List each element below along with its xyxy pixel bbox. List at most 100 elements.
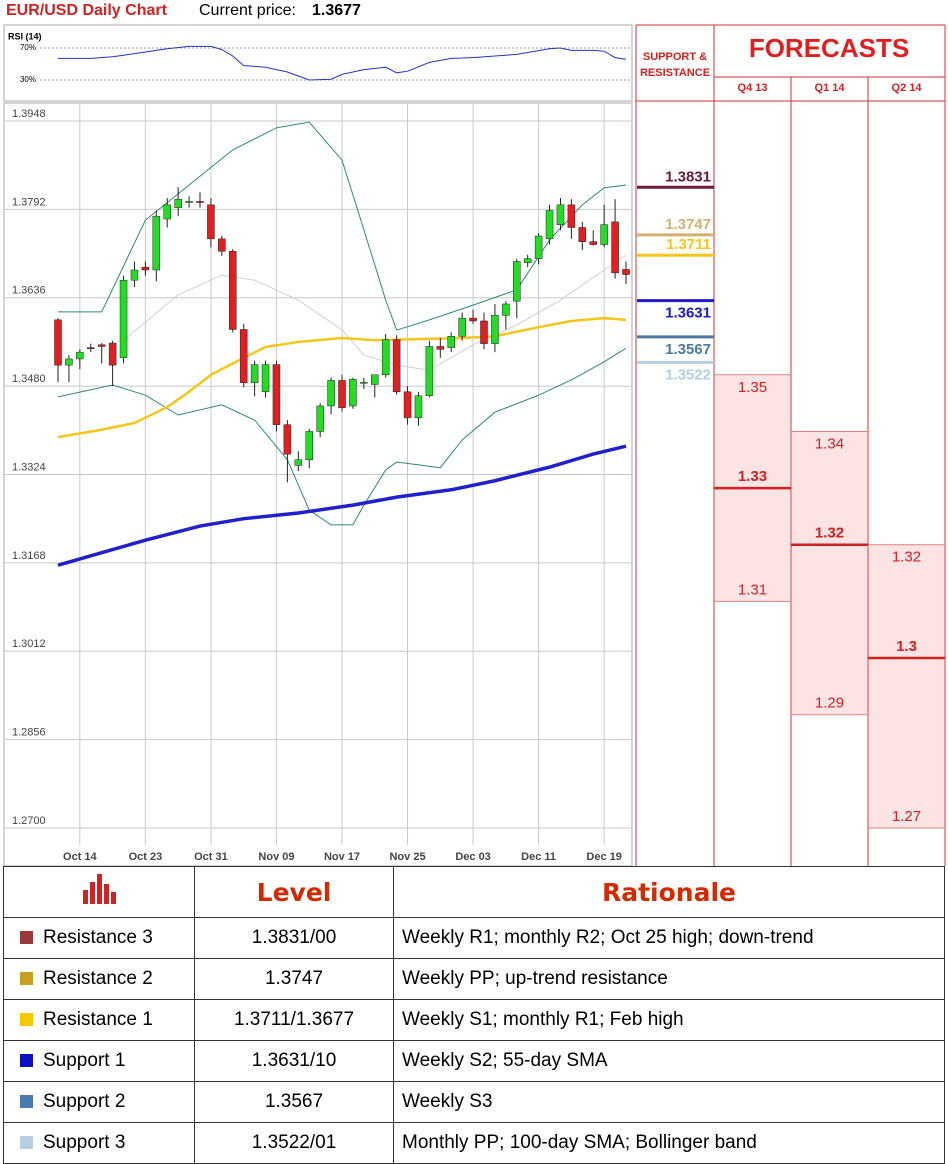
candle-body: [349, 379, 357, 407]
level-label: 1.3631: [665, 305, 711, 322]
y-tick-label: 1.2700: [12, 815, 46, 827]
level-cell: 1.3711/1.3677: [194, 999, 394, 1041]
level-label: 1.3831: [665, 168, 711, 185]
candle-body: [305, 431, 313, 461]
rationale-cell: Weekly R1; monthly R2; Oct 25 high; down…: [393, 917, 945, 959]
candle-body: [163, 204, 171, 220]
indicator-line: [57, 316, 627, 439]
x-tick-label: Dec 11: [521, 851, 556, 863]
candle-body: [491, 315, 499, 344]
candle-body: [141, 266, 150, 271]
forecast-label: 1.32: [815, 525, 844, 542]
icon-cell: [3, 866, 195, 918]
table-row: Support 2 1.3567 Weekly S3: [3, 1081, 945, 1123]
level-label: 1.3711: [666, 236, 711, 253]
y-tick-label: 1.3792: [12, 196, 46, 208]
candle-body: [250, 364, 259, 383]
candle-body: [622, 269, 630, 275]
name-cell: Resistance 1: [3, 999, 195, 1041]
candle-body: [589, 241, 597, 245]
table-row: Resistance 3 1.3831/00 Weekly R1; monthly …: [3, 917, 945, 959]
table-header: Level Rationale: [3, 866, 945, 918]
name-cell: Support 1: [3, 1040, 195, 1082]
forecast-label: 1.27: [892, 808, 921, 825]
swatch: [20, 1136, 33, 1149]
y-tick-label: 1.2856: [12, 727, 46, 739]
candle-body: [185, 201, 193, 203]
y-tick-label: 1.3168: [12, 550, 46, 562]
candle-body: [381, 339, 390, 376]
row-name: Support 2: [43, 1091, 126, 1112]
candle-body: [239, 329, 248, 383]
candle-body: [578, 227, 587, 242]
swatch: [20, 1095, 33, 1108]
candle-body: [119, 279, 128, 359]
name-cell: Resistance 2: [3, 958, 195, 1000]
x-tick-label: Oct 31: [194, 851, 228, 863]
candle-body: [272, 364, 281, 425]
y-tick-label: 1.3480: [12, 373, 46, 385]
candle-body: [327, 380, 335, 407]
candle-body: [502, 303, 510, 316]
row-name: Resistance 2: [43, 968, 153, 989]
forecast-label: 1.3: [896, 638, 917, 655]
candle-body: [371, 374, 379, 385]
forecast-range: [869, 544, 944, 828]
table-row: Resistance 1 1.3711/1.3677 Weekly S1; mont…: [3, 999, 945, 1041]
forecast-label: 1.33: [738, 468, 767, 485]
candle-body: [65, 358, 73, 366]
rsi-frame: [3, 24, 633, 102]
forecast-label: 1.32: [892, 549, 921, 566]
header-cell: Level: [194, 866, 394, 918]
level-label: 1.3522: [665, 366, 711, 383]
forecast-label: 1.31: [738, 581, 767, 598]
candle-body: [196, 201, 204, 203]
rsi-tick-label: 30%: [20, 75, 36, 84]
candle-body: [414, 395, 423, 419]
table-row: Resistance 2 1.3747 Weekly PP; up-trend re…: [3, 958, 945, 1000]
rsi-tick-label: 70%: [20, 43, 36, 52]
indicator-line: [57, 347, 627, 526]
candle-body: [283, 424, 292, 455]
candle-body: [174, 198, 182, 208]
candle-body: [425, 346, 434, 397]
level-cell: 1.3567: [194, 1081, 394, 1123]
row-name: Support 3: [43, 1132, 126, 1153]
indicator-line: [58, 121, 627, 331]
rationale-cell: Weekly S1; monthly R1; Feb high: [393, 999, 945, 1041]
levels-table: Level Rationale Resistance 3 1.3831/00 Wee…: [3, 866, 945, 1164]
level-cell: 1.3747: [194, 958, 394, 1000]
row-name: Resistance 3: [43, 927, 153, 948]
swatch: [20, 1054, 33, 1067]
title: EUR/USD Daily Chart: [6, 2, 168, 19]
level-cell: 1.3631/10: [194, 1040, 394, 1082]
indicator-line: [123, 254, 627, 371]
forecast-label: 1.29: [815, 695, 844, 712]
forecast-range: [792, 431, 867, 715]
price: 1.3677: [312, 2, 361, 19]
sr-heading: SUPPORT &: [643, 51, 707, 63]
y-tick-label: 1.3012: [12, 638, 46, 650]
candle-body: [567, 204, 576, 228]
header-cell: Rationale: [393, 866, 945, 918]
x-tick-label: Nov 09: [258, 851, 294, 863]
forecast-label: 1.35: [738, 379, 767, 396]
x-tick-label: Oct 14: [63, 851, 98, 863]
level-cell: 1.3831/00: [194, 917, 394, 959]
sr-heading: RESISTANCE: [640, 67, 710, 79]
candle-body: [261, 364, 270, 393]
name-cell: Support 3: [3, 1122, 195, 1164]
forecasts-title: FORECASTS: [749, 33, 909, 63]
swatch: [20, 1013, 33, 1026]
candle-body: [76, 351, 84, 360]
candle-body: [108, 342, 117, 366]
rationale-cell: Weekly PP; up-trend resistance: [393, 958, 945, 1000]
candle-body: [87, 347, 95, 349]
forecast-grid: [635, 24, 946, 866]
level-label: 1.3567: [665, 341, 711, 358]
candle-body: [458, 317, 466, 337]
y-tick-label: 1.3948: [12, 108, 46, 120]
rationale-cell: Monthly PP; 100-day SMA; Bollinger band: [393, 1122, 945, 1164]
x-tick-label: Nov 25: [389, 851, 425, 863]
